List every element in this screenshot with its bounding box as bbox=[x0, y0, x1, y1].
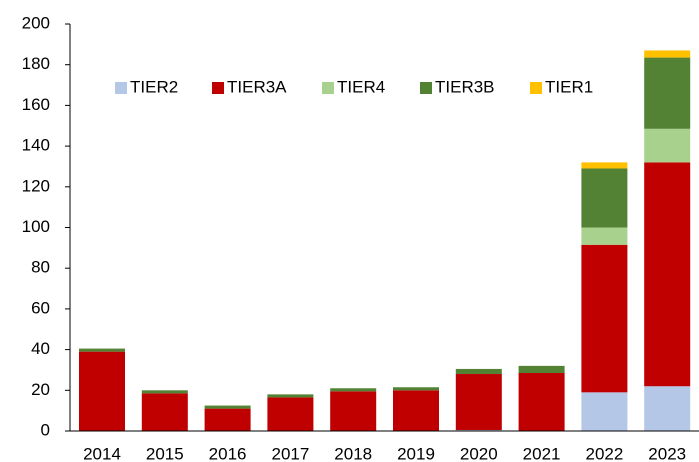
y-tick-label: 0 bbox=[41, 420, 50, 439]
bar-segment bbox=[581, 168, 628, 228]
x-tick-label: 2018 bbox=[334, 444, 372, 462]
y-tick-label: 40 bbox=[31, 339, 50, 358]
bar-segment bbox=[204, 405, 251, 409]
x-tick-label: 2021 bbox=[523, 444, 561, 462]
legend-label: TIER4 bbox=[337, 77, 385, 96]
bar-segment bbox=[581, 162, 628, 169]
legend-label: TIER1 bbox=[545, 77, 593, 96]
bar-segment bbox=[455, 374, 502, 430]
x-tick-label: 2020 bbox=[460, 444, 498, 462]
bar-segment bbox=[141, 390, 188, 394]
y-tick-label: 80 bbox=[31, 258, 50, 277]
bar-segment bbox=[267, 394, 314, 398]
bar-segment bbox=[204, 408, 251, 431]
bar-segment bbox=[79, 348, 125, 352]
legend-label: TIER3B bbox=[435, 77, 495, 96]
bar-segment bbox=[518, 373, 565, 431]
bar-segment bbox=[518, 365, 565, 374]
y-tick-label: 160 bbox=[22, 95, 50, 114]
legend-label: TIER2 bbox=[130, 77, 178, 96]
x-tick-label: 2022 bbox=[585, 444, 623, 462]
x-tick-label: 2015 bbox=[146, 444, 184, 462]
y-tick-label: 20 bbox=[31, 380, 50, 399]
y-tick-label: 140 bbox=[22, 136, 50, 155]
bar-segment bbox=[393, 387, 439, 391]
bar-segment bbox=[79, 351, 125, 431]
bar-segment bbox=[581, 392, 628, 431]
x-tick-label: 2017 bbox=[271, 444, 309, 462]
bar-segment bbox=[644, 128, 691, 163]
bar-segment bbox=[644, 57, 691, 129]
bar-segment bbox=[267, 397, 314, 431]
bar-segment bbox=[644, 50, 691, 58]
legend-swatch bbox=[212, 82, 224, 94]
bar-segment bbox=[581, 227, 628, 245]
bar-segment bbox=[455, 429, 502, 431]
bar-segment bbox=[644, 386, 691, 431]
bar-segment bbox=[330, 388, 377, 392]
legend-swatch bbox=[322, 82, 334, 94]
legend-swatch bbox=[420, 82, 432, 94]
y-tick-label: 200 bbox=[22, 13, 50, 32]
bar-segment bbox=[644, 162, 691, 387]
legend-swatch bbox=[115, 82, 127, 94]
bar-segment bbox=[330, 391, 377, 431]
bar-segment bbox=[393, 390, 439, 431]
x-tick-label: 2023 bbox=[648, 444, 686, 462]
x-tick-label: 2019 bbox=[397, 444, 435, 462]
legend-swatch bbox=[530, 82, 542, 94]
y-tick-label: 60 bbox=[31, 298, 50, 317]
y-tick-label: 180 bbox=[22, 54, 50, 73]
x-tick-label: 2016 bbox=[209, 444, 247, 462]
legend-label: TIER3A bbox=[227, 77, 287, 96]
y-tick-label: 100 bbox=[22, 217, 50, 236]
bar-segment bbox=[455, 368, 502, 375]
x-tick-label: 2014 bbox=[83, 444, 121, 462]
bar-segment bbox=[581, 244, 628, 393]
y-tick-label: 120 bbox=[22, 176, 50, 195]
bar-segment bbox=[141, 393, 188, 431]
